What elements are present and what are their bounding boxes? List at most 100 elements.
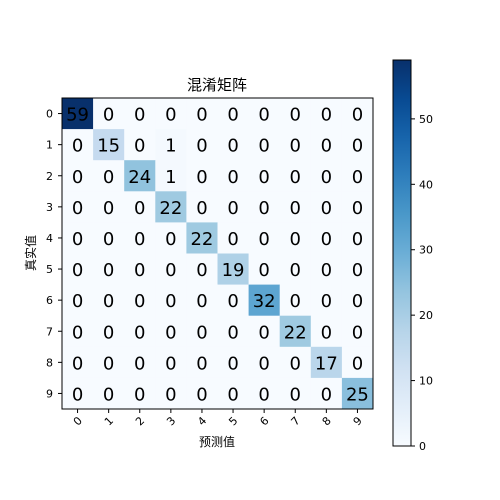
heatmap-cell <box>248 222 280 254</box>
cell-value-label: 0 <box>196 353 207 374</box>
cell-value-label: 0 <box>321 229 332 250</box>
heatmap-cell <box>341 160 374 192</box>
cell-value-label: 0 <box>134 105 145 126</box>
heatmap-cell <box>310 284 343 316</box>
cell-value-label: 0 <box>103 353 114 374</box>
cell-value-label: 24 <box>128 167 151 188</box>
cell-value-label: 0 <box>258 322 269 343</box>
heatmap-cell <box>217 346 249 379</box>
cell-value-label: 0 <box>134 384 145 405</box>
cell-value-label: 0 <box>258 229 269 250</box>
heatmap-cell <box>310 253 343 285</box>
heatmap-cell <box>341 98 374 130</box>
heatmap-cell <box>155 346 187 379</box>
cell-value-label: 17 <box>315 353 338 374</box>
heatmap-cell <box>186 98 218 130</box>
colorbar-tick-label: 10 <box>419 375 433 388</box>
heatmap-cell <box>279 315 312 348</box>
x-tick-label: 6 <box>257 414 271 428</box>
heatmap-cell <box>186 253 218 285</box>
heatmap-cell <box>186 315 218 348</box>
y-tick-label: 4 <box>46 232 53 245</box>
cell-value-label: 0 <box>227 291 238 312</box>
heatmap-cell <box>155 222 187 254</box>
cell-value-label: 0 <box>321 291 332 312</box>
cell-value-label: 0 <box>352 229 363 250</box>
cell-value-label: 0 <box>227 198 238 219</box>
cell-value-label: 0 <box>290 260 301 281</box>
heatmap-cell <box>93 346 125 379</box>
heatmap-cell <box>341 253 374 285</box>
heatmap-cell <box>155 129 187 161</box>
cell-value-label: 0 <box>290 105 301 126</box>
heatmap-cell <box>124 346 156 379</box>
cell-value-label: 22 <box>159 198 182 219</box>
heatmap-cell <box>217 191 249 223</box>
cell-value-label: 25 <box>346 384 369 405</box>
heatmap-cell <box>124 160 156 192</box>
heatmap-cell <box>62 222 94 254</box>
cell-value-label: 0 <box>290 136 301 157</box>
cell-value-label: 0 <box>72 167 83 188</box>
cell-value-label: 0 <box>165 384 176 405</box>
cell-value-label: 0 <box>165 105 176 126</box>
y-tick-label: 6 <box>46 294 53 307</box>
heatmap-cell <box>248 284 280 316</box>
heatmap-cell <box>279 129 312 161</box>
heatmap-cell <box>279 284 312 316</box>
heatmap-cell <box>279 98 312 130</box>
heatmap-cell <box>93 98 125 130</box>
cell-value-label: 0 <box>352 260 363 281</box>
heatmap-cell <box>155 315 187 348</box>
x-tick-label: 4 <box>195 414 209 428</box>
heatmap-cell <box>186 284 218 316</box>
heatmap-cell <box>217 377 249 410</box>
colorbar: 0 10 20 30 40 50 <box>392 59 433 453</box>
heatmap-cell <box>341 284 374 316</box>
colorbar-tick-label: 0 <box>419 440 426 453</box>
y-tick-label: 5 <box>46 263 53 276</box>
cell-value-label: 0 <box>258 198 269 219</box>
heatmap-cell <box>62 315 94 348</box>
cell-value-label: 0 <box>165 291 176 312</box>
heatmap-cell <box>310 222 343 254</box>
heatmap-cell <box>155 191 187 223</box>
heatmap-cell <box>186 191 218 223</box>
cell-value-label: 0 <box>352 353 363 374</box>
cell-value-label: 0 <box>321 322 332 343</box>
cell-value-label: 0 <box>258 384 269 405</box>
cell-value-label: 0 <box>321 198 332 219</box>
heatmap-cell <box>217 160 249 192</box>
cell-value-label: 0 <box>352 105 363 126</box>
cell-value-label: 0 <box>352 136 363 157</box>
cell-value-label: 0 <box>352 322 363 343</box>
y-tick-label: 8 <box>46 356 53 369</box>
cell-value-label: 0 <box>134 136 145 157</box>
heatmap-cell <box>248 315 280 348</box>
heatmap-cell <box>341 222 374 254</box>
heatmap-cell <box>186 377 218 410</box>
heatmap-cell <box>248 98 280 130</box>
cell-value-label: 0 <box>196 167 207 188</box>
heatmap-cell <box>310 191 343 223</box>
heatmap-cell <box>310 98 343 130</box>
heatmap-cell <box>93 315 125 348</box>
heatmap-cell <box>124 98 156 130</box>
cell-value-label: 0 <box>227 105 238 126</box>
cell-value-label: 0 <box>196 384 207 405</box>
cell-value-label: 0 <box>103 105 114 126</box>
heatmap-cell <box>279 346 312 379</box>
x-tick-label: 3 <box>164 414 178 428</box>
heatmap-cell <box>155 160 187 192</box>
heatmap-cell <box>62 346 94 379</box>
heatmap-cell <box>93 222 125 254</box>
cell-value-label: 0 <box>134 229 145 250</box>
cell-value-label: 0 <box>290 384 301 405</box>
heatmap-cell <box>248 191 280 223</box>
heatmap-cell <box>124 377 156 410</box>
heatmap-cell <box>186 346 218 379</box>
y-tick-label: 7 <box>46 325 53 338</box>
heatmap-cell <box>341 191 374 223</box>
cell-value-label: 0 <box>134 260 145 281</box>
